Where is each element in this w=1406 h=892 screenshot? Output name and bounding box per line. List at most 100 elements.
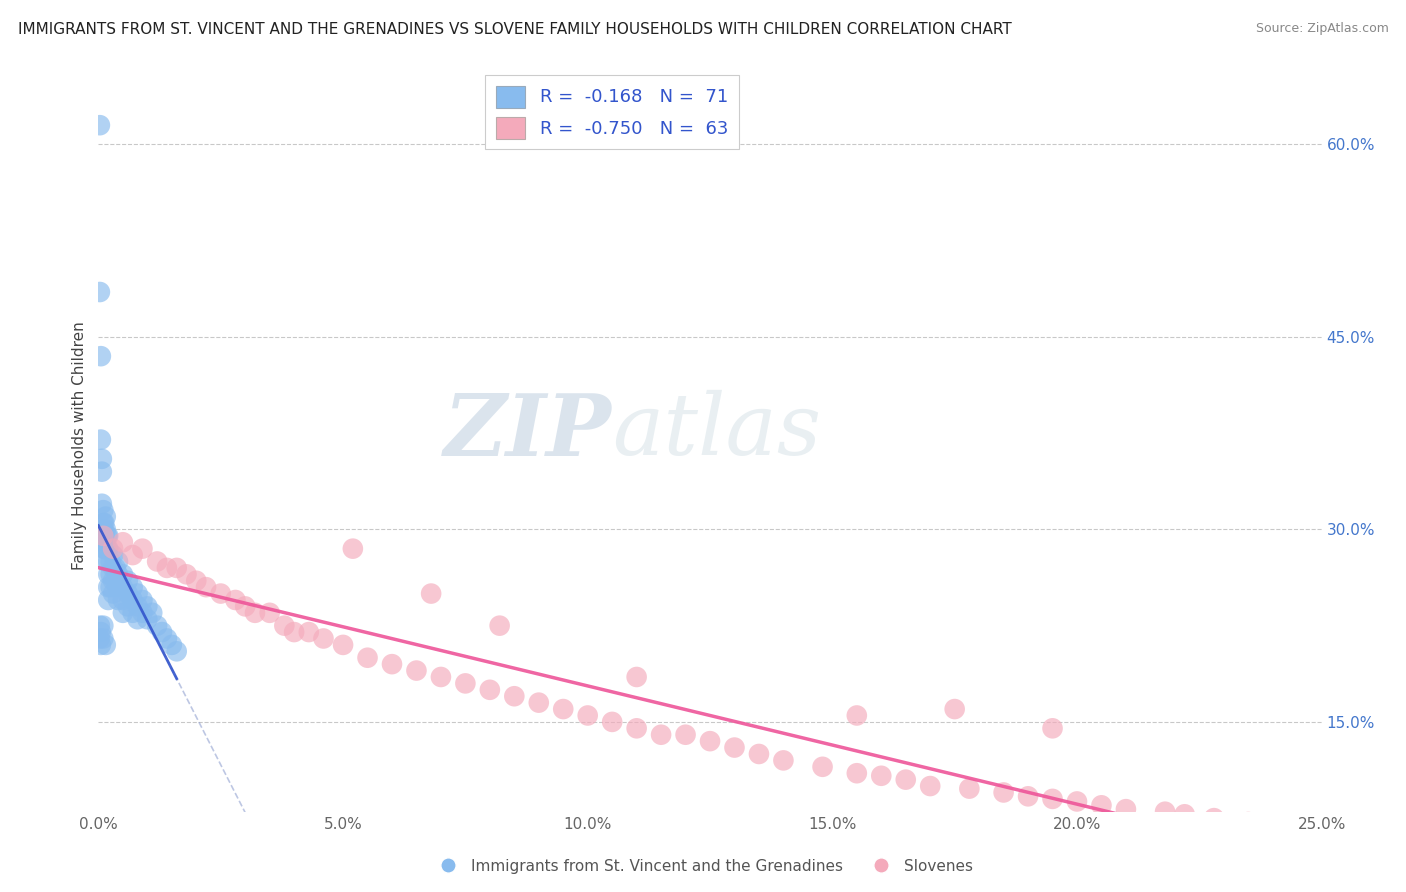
Point	[943, 702, 966, 716]
Point	[131, 541, 153, 556]
Point	[101, 548, 124, 562]
Point	[107, 554, 129, 568]
Point	[100, 580, 122, 594]
Point	[845, 708, 868, 723]
Point	[259, 606, 281, 620]
Point	[101, 586, 124, 600]
Point	[97, 541, 120, 556]
Point	[156, 632, 179, 646]
Point	[111, 606, 134, 620]
Text: Source: ZipAtlas.com: Source: ZipAtlas.com	[1256, 22, 1389, 36]
Point	[100, 554, 122, 568]
Point	[811, 760, 834, 774]
Point	[100, 567, 122, 582]
Point	[283, 625, 305, 640]
Text: IMMIGRANTS FROM ST. VINCENT AND THE GRENADINES VS SLOVENE FAMILY HOUSEHOLDS WITH: IMMIGRANTS FROM ST. VINCENT AND THE GREN…	[18, 22, 1012, 37]
Point	[136, 612, 159, 626]
Point	[723, 740, 745, 755]
Point	[650, 728, 672, 742]
Point	[90, 638, 112, 652]
Point	[553, 702, 575, 716]
Point	[89, 285, 111, 299]
Point	[121, 593, 143, 607]
Point	[91, 516, 114, 530]
Point	[160, 638, 183, 652]
Point	[90, 451, 112, 466]
Point	[89, 618, 111, 632]
Point	[97, 554, 120, 568]
Point	[420, 586, 443, 600]
Point	[94, 523, 117, 537]
Point	[146, 618, 169, 632]
Point	[111, 593, 134, 607]
Legend: R =  -0.168   N =  71, R =  -0.750   N =  63: R = -0.168 N = 71, R = -0.750 N = 63	[485, 75, 740, 150]
Point	[1237, 815, 1260, 830]
Point	[156, 561, 179, 575]
Point	[488, 618, 510, 632]
Point	[93, 529, 115, 543]
Point	[576, 708, 599, 723]
Point	[626, 721, 648, 735]
Point	[111, 580, 134, 594]
Point	[1115, 802, 1137, 816]
Point	[1202, 811, 1225, 825]
Point	[993, 785, 1015, 799]
Point	[233, 599, 256, 614]
Point	[273, 618, 295, 632]
Point	[91, 618, 114, 632]
Point	[89, 632, 111, 646]
Point	[104, 561, 127, 575]
Point	[454, 676, 477, 690]
Point	[600, 714, 623, 729]
Point	[117, 599, 139, 614]
Point	[1066, 794, 1088, 808]
Point	[1154, 805, 1177, 819]
Point	[748, 747, 770, 761]
Point	[121, 548, 143, 562]
Point	[117, 586, 139, 600]
Point	[166, 644, 188, 658]
Point	[91, 529, 114, 543]
Point	[195, 580, 218, 594]
Point	[150, 625, 173, 640]
Point	[166, 561, 188, 575]
Point	[94, 509, 117, 524]
Point	[1090, 798, 1112, 813]
Point	[957, 781, 980, 796]
Point	[97, 593, 120, 607]
Point	[243, 606, 266, 620]
Point	[186, 574, 208, 588]
Point	[1174, 807, 1197, 822]
Point	[870, 769, 893, 783]
Point	[94, 554, 117, 568]
Point	[107, 567, 129, 582]
Point	[894, 772, 917, 787]
Point	[381, 657, 404, 672]
Point	[1042, 792, 1064, 806]
Point	[117, 574, 139, 588]
Point	[101, 541, 124, 556]
Point	[136, 599, 159, 614]
Point	[224, 593, 246, 607]
Point	[91, 503, 114, 517]
Point	[90, 497, 112, 511]
Point	[312, 632, 335, 646]
Point	[90, 349, 112, 363]
Text: atlas: atlas	[612, 390, 821, 473]
Point	[772, 753, 794, 767]
Point	[93, 541, 115, 556]
Point	[90, 433, 112, 447]
Point	[127, 586, 149, 600]
Point	[527, 696, 550, 710]
Point	[96, 541, 118, 556]
Point	[127, 612, 149, 626]
Point	[146, 554, 169, 568]
Y-axis label: Family Households with Children: Family Households with Children	[72, 322, 87, 570]
Point	[298, 625, 321, 640]
Point	[127, 599, 149, 614]
Point	[503, 690, 526, 704]
Point	[1017, 789, 1039, 804]
Point	[91, 632, 114, 646]
Point	[91, 529, 114, 543]
Point	[131, 606, 153, 620]
